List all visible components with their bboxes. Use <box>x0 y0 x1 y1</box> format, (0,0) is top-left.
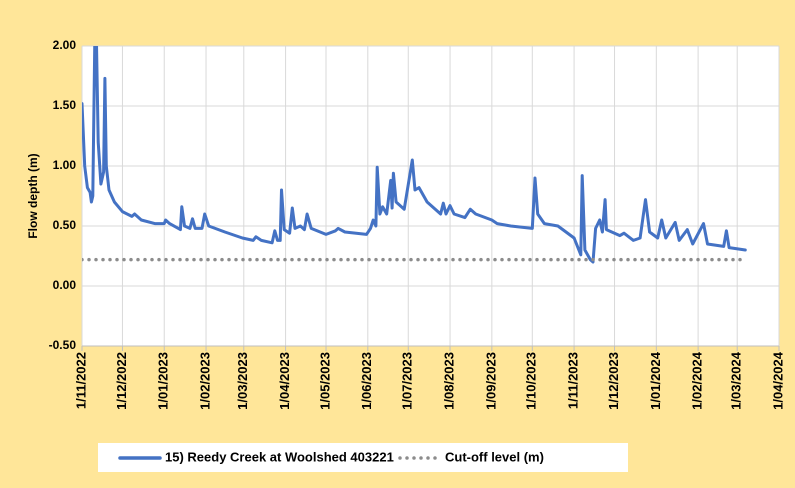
x-tick-label: 1/11/2022 <box>73 352 88 409</box>
x-tick-label: 1/09/2023 <box>483 352 498 410</box>
x-tick-label: 1/11/2023 <box>566 352 581 409</box>
x-tick-label: 1/07/2023 <box>400 352 415 410</box>
x-tick-label: 1/12/2022 <box>114 352 129 410</box>
x-tick-label: 1/04/2024 <box>770 351 785 410</box>
x-tick-label: 1/02/2023 <box>197 352 212 410</box>
y-tick-label: 0.00 <box>53 278 77 292</box>
y-tick-label: 2.00 <box>53 38 77 52</box>
x-tick-label: 1/08/2023 <box>441 352 456 410</box>
x-tick-label: 1/02/2024 <box>690 351 705 410</box>
x-tick-label: 1/10/2023 <box>524 352 539 410</box>
x-tick-label: 1/06/2023 <box>359 352 374 410</box>
y-tick-label: 1.00 <box>53 158 77 172</box>
plot-area <box>82 46 779 346</box>
x-tick-label: 1/04/2023 <box>277 352 292 410</box>
x-tick-label: 1/03/2023 <box>235 352 250 410</box>
y-axis-title: Flow depth (m) <box>26 153 40 238</box>
legend-box <box>98 443 628 472</box>
y-tick-label: 0.50 <box>53 218 77 232</box>
legend-label: 15) Reedy Creek at Woolshed 403221 <box>165 449 394 464</box>
y-tick-label: -0.50 <box>49 338 77 352</box>
legend-label: Cut-off level (m) <box>445 449 544 464</box>
y-tick-label: 1.50 <box>53 98 77 112</box>
flow-line <box>82 46 747 264</box>
x-tick-label: 1/01/2023 <box>156 352 171 410</box>
x-tick-label: 1/05/2023 <box>317 352 332 410</box>
x-tick-label: 1/12/2023 <box>606 352 621 410</box>
x-tick-label: 1/03/2024 <box>729 351 744 410</box>
x-tick-label: 1/01/2024 <box>648 351 663 410</box>
